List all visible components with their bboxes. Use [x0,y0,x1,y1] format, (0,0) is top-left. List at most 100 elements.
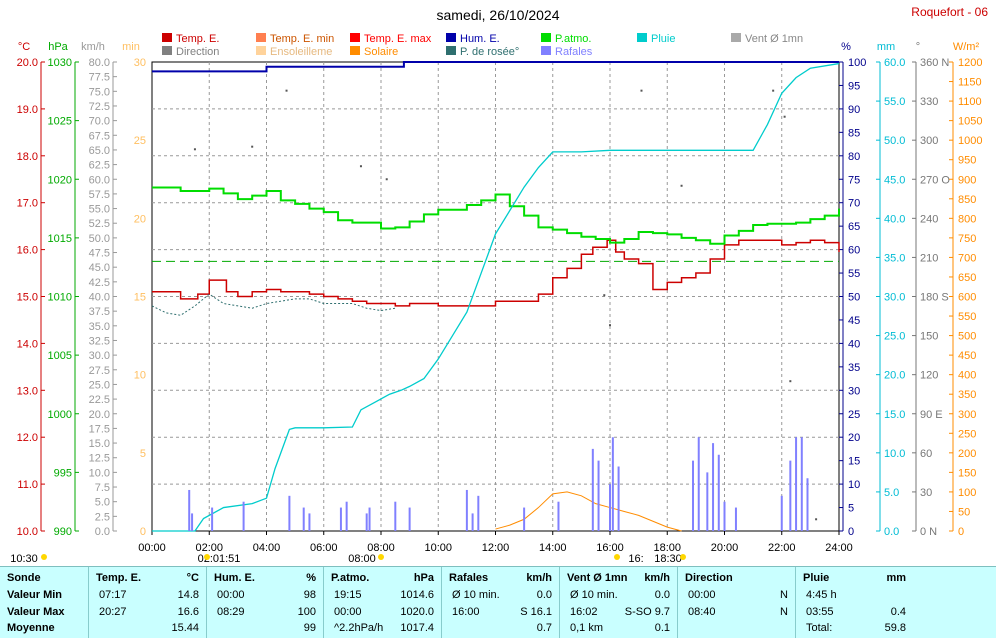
rain-tick-label: 15.0 [884,409,905,421]
legend-swatch [446,46,456,55]
pressure-tick-label: 1000 [48,409,72,421]
wind-tick-label: 17.5 [89,423,110,435]
axis-unit: min [122,41,140,53]
summary-header: Sonde [7,572,41,584]
dir-tick-label: 30 [920,487,932,499]
legend-swatch [162,33,172,42]
legend-swatch [637,33,647,42]
time-tick-label: 20:00 [711,542,739,554]
summary-time: Ø 10 min. [570,589,618,601]
hum-tick-label: 45 [848,315,860,327]
summary-unit: % [306,572,316,584]
wind-tick-label: 15.0 [89,438,110,450]
summary-column: Hum. E.% 00:00 98 08:29 100 99 [206,567,324,638]
direction-point [815,518,818,521]
summary-unit: °C [186,572,199,584]
wind-tick-label: 52.5 [89,218,110,230]
wind-tick-label: 40.0 [89,292,110,304]
solar-tick-label: 100 [958,487,976,499]
station-name: Roquefort - 06 [911,5,988,19]
legend-label: Temp. E. [176,33,219,45]
legend-swatch [350,46,360,55]
series-p-de-ros-e [151,293,396,316]
direction-point [359,165,362,168]
time-tick-label: 24:00 [825,542,853,554]
wind-tick-label: 60.0 [89,174,110,186]
summary-time: 00:00 [334,606,362,618]
time-tick-label: 08:00 [367,542,395,554]
hum-tick-label: 15 [848,456,860,468]
legend-swatch [256,33,266,42]
rain-tick-label: 45.0 [884,174,905,186]
sun-marker [614,554,620,560]
legend: Temp. E. Temp. E. min Temp. E. max Hum. E. P… [162,33,803,58]
legend-label: P. de rosée° [460,46,519,58]
wind-tick-label: 0.0 [95,526,110,538]
solar-tick-label: 650 [958,272,976,284]
solar-tick-label: 800 [958,213,976,225]
wind-tick-label: 67.5 [89,130,110,142]
weather-chart: samedi, 26/10/2024 Roquefort - 06 Temp. … [10,5,988,565]
series-p-atmo [152,186,840,245]
solar-tick-label: 1000 [958,135,982,147]
solar-tick-label: 700 [958,252,976,264]
time-tick-label: 10:00 [424,542,452,554]
min-tick-label: 20 [134,213,146,225]
temp-tick-label: 14.0 [17,338,38,350]
wind-tick-label: 77.5 [89,72,110,84]
pressure-tick-label: 1025 [48,116,72,128]
wind-tick-label: 12.5 [89,453,110,465]
summary-value: 1017.4 [400,622,434,634]
summary-value: 0.1 [654,622,670,634]
wind-tick-label: 37.5 [89,306,110,318]
axis-unit: ° [916,41,920,53]
hum-tick-label: 100 [848,57,866,69]
direction-point [609,324,611,327]
wind-tick-label: 32.5 [89,335,110,347]
summary-value: 59.8 [884,622,906,634]
summary-time: ^2.2hPa/h [334,622,384,634]
dir-tick-label: 330 [920,96,938,108]
solar-tick-label: 550 [958,311,976,323]
time-tick-label: 12:00 [482,542,510,554]
hum-tick-label: 50 [848,292,860,304]
wind-tick-label: 7.5 [95,482,110,494]
series-rafales [188,437,809,531]
rain-tick-label: 35.0 [884,252,905,264]
solar-tick-label: 350 [958,389,976,401]
axis-unit: °C [18,41,30,53]
axis-unit: % [841,41,851,53]
summary-table: Sonde Valeur Min Valeur Max Moyenne Temp. E.… [0,566,996,638]
wind-tick-label: 47.5 [89,248,110,260]
hum-tick-label: 60 [848,245,860,257]
summary-column: P.atmo. hPa 19:15 1014.6 00:00 1020.0 ^2.2hPa/… [323,567,442,638]
wind-tick-label: 27.5 [89,365,110,377]
summary-time: 07:17 [99,589,127,601]
axis-unit: km/h [81,41,105,53]
time-marker: 10:30 [10,553,38,565]
summary-value: 14.8 [177,589,199,601]
hum-tick-label: 30 [848,385,860,397]
wind-tick-label: 50.0 [89,233,110,245]
hum-tick-label: 10 [848,479,860,491]
sun-marker [204,554,210,560]
solar-tick-label: 150 [958,467,976,479]
wind-tick-label: 35.0 [89,321,110,333]
series-hum-e-line [152,61,839,73]
dir-tick-label: 270 O [920,174,950,186]
time-tick-label: 02:00 [195,542,223,554]
summary-value: 0.7 [536,622,552,634]
summary-column: Rafales km/h Ø 10 min. 0.0 16:00 S 16.1 0.7 [441,567,560,638]
summary-value: 0.0 [654,589,670,601]
temp-tick-label: 20.0 [17,57,38,69]
summary-time: 0,1 km [570,622,604,634]
summary-row-label: Moyenne [7,622,55,634]
legend-label: Temp. E. max [364,33,432,45]
rain-tick-label: 25.0 [884,331,905,343]
wind-tick-label: 72.5 [89,101,110,113]
summary-time: 00:00 [217,589,245,601]
solar-tick-label: 0 [958,526,964,538]
summary-unit: km/h [644,572,670,584]
grid [152,62,839,531]
hum-tick-label: 5 [848,503,854,515]
